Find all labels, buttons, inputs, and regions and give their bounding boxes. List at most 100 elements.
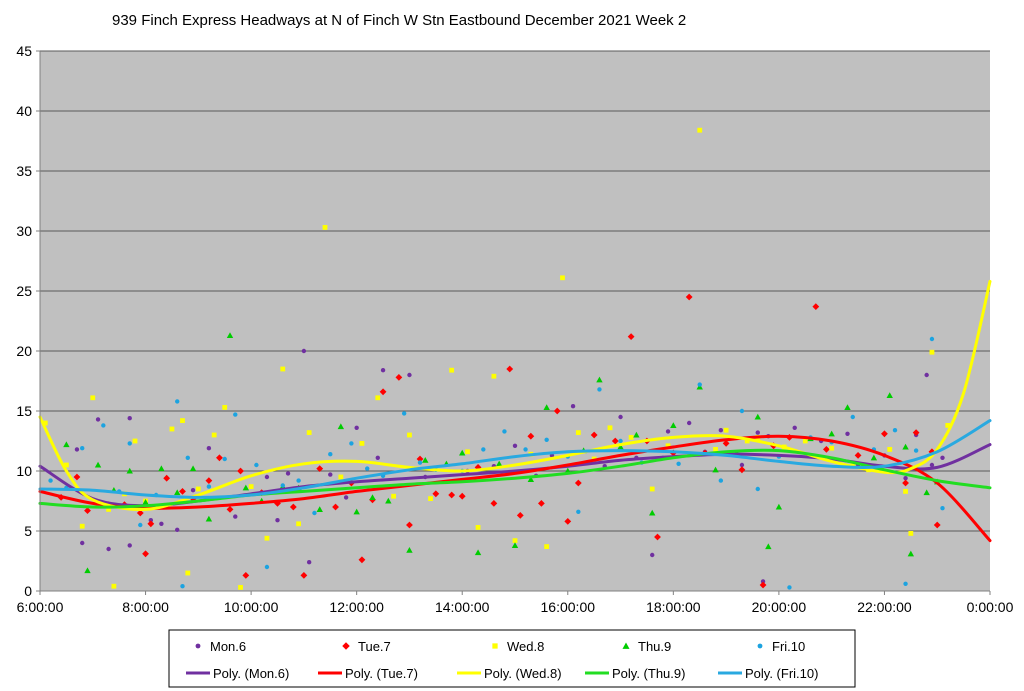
data-point	[933, 521, 941, 529]
data-point	[395, 374, 403, 381]
data-point	[527, 476, 535, 482]
data-point	[907, 550, 915, 557]
data-point	[417, 460, 423, 465]
data-point	[365, 466, 370, 471]
data-point	[553, 407, 561, 415]
y-axis: 0 5 10 15 20 25 30 35 40 45	[16, 43, 40, 599]
data-point	[738, 466, 746, 474]
data-point	[913, 448, 919, 453]
data-point	[722, 440, 730, 447]
data-point	[42, 420, 48, 426]
data-point	[929, 349, 935, 355]
data-point	[775, 503, 783, 510]
data-point	[380, 368, 386, 373]
data-point	[79, 523, 85, 529]
data-point	[406, 521, 413, 529]
y-tick-label: 45	[16, 43, 32, 59]
data-point	[544, 437, 549, 442]
data-point	[755, 430, 760, 435]
x-axis: 6:00:00 8:00:00 10:00:00 12:00:00 14:00:00 16…	[17, 591, 1014, 615]
data-point	[495, 460, 503, 467]
data-point	[448, 491, 456, 499]
x-tick-label: 14:00:00	[435, 599, 490, 615]
x-tick-label: 0:00:00	[967, 599, 1014, 615]
plot-area	[40, 51, 990, 591]
data-point	[275, 518, 280, 523]
data-point	[391, 493, 397, 499]
y-tick-label: 15	[16, 403, 32, 419]
data-point	[211, 432, 217, 438]
legend-marker	[757, 643, 763, 649]
data-point	[359, 441, 365, 446]
data-point	[754, 413, 761, 420]
data-point	[903, 476, 908, 481]
data-point	[127, 441, 132, 446]
data-point	[829, 445, 835, 451]
data-point	[343, 495, 349, 500]
data-point	[106, 507, 112, 512]
legend: Mon.6 Tue.7 Wed.8 Thu.9 Fri.10 Poly. (Mon.6) P…	[168, 629, 856, 688]
data-point	[744, 438, 750, 444]
data-point	[379, 388, 387, 396]
data-point	[516, 512, 524, 519]
data-point	[180, 418, 185, 423]
data-point	[280, 366, 286, 372]
data-point	[475, 525, 481, 530]
data-point	[511, 542, 519, 548]
data-point	[84, 507, 91, 514]
data-point	[401, 411, 407, 416]
data-point	[233, 412, 238, 417]
data-point	[449, 367, 455, 373]
data-point	[929, 462, 935, 468]
data-point	[908, 531, 914, 536]
data-point	[175, 399, 180, 404]
data-point	[822, 446, 830, 453]
legend-label: Poly. (Fri.10)	[745, 666, 818, 681]
data-point	[407, 372, 412, 378]
axis-lines	[39, 51, 990, 592]
data-point	[929, 336, 935, 342]
data-point	[512, 538, 518, 543]
trendline	[38, 434, 992, 543]
x-tick-label: 20:00:00	[752, 599, 807, 615]
data-point	[222, 405, 228, 410]
x-tick-label: 16:00:00	[541, 599, 596, 615]
data-point	[576, 509, 581, 514]
legend-marker	[342, 642, 350, 650]
data-point	[180, 584, 185, 589]
data-point	[575, 430, 581, 435]
data-point	[306, 430, 312, 435]
data-point	[280, 483, 285, 488]
data-point	[712, 466, 719, 473]
data-point	[512, 443, 518, 448]
data-point	[190, 488, 196, 493]
data-point	[301, 348, 307, 354]
data-point	[611, 437, 619, 445]
data-point	[95, 417, 101, 422]
legend-label: Poly. (Mon.6)	[213, 666, 289, 681]
data-point	[169, 426, 175, 432]
data-point	[328, 472, 333, 477]
data-point	[845, 431, 850, 436]
data-point	[375, 395, 381, 401]
data-point	[649, 509, 656, 516]
data-point	[459, 449, 466, 456]
data-point	[892, 428, 898, 433]
legend-label: Wed.8	[507, 639, 544, 654]
data-point	[216, 454, 223, 462]
data-point	[654, 533, 661, 541]
data-point	[63, 462, 69, 468]
data-point	[760, 579, 766, 584]
data-point	[590, 431, 598, 439]
legend-label: Poly. (Wed.8)	[484, 666, 562, 681]
data-point	[127, 543, 132, 548]
data-point	[242, 572, 250, 579]
data-point	[254, 462, 259, 468]
y-tick-label: 20	[16, 343, 32, 359]
x-tick-label: 18:00:00	[646, 599, 701, 615]
data-point	[238, 585, 243, 590]
data-point	[349, 441, 354, 446]
data-point	[650, 552, 655, 558]
data-point	[296, 521, 302, 527]
data-point	[80, 446, 85, 451]
